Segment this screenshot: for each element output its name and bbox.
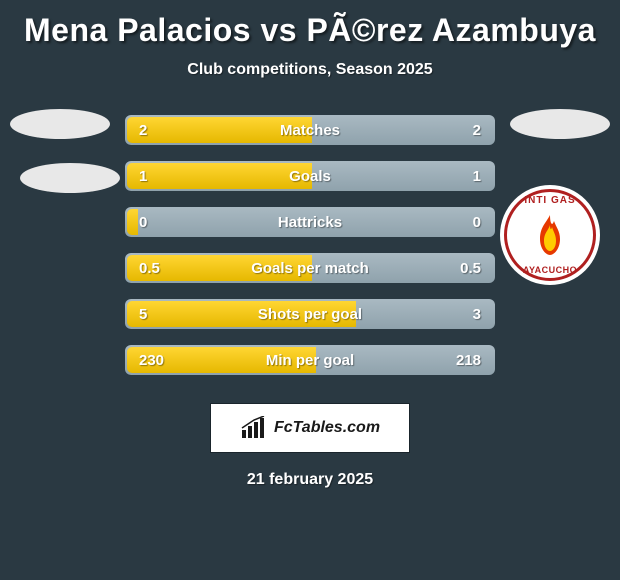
stats-container: 2Matches2 1Goals1 0Hattricks0 0.5Goals per … (125, 115, 495, 375)
stat-value-right: 2 (473, 122, 481, 139)
stat-value-right: 0.5 (460, 260, 481, 277)
stat-row: 5Shots per goal3 (125, 299, 495, 329)
stat-value-right: 1 (473, 168, 481, 185)
brand-text: FcTables.com (274, 419, 380, 437)
stat-row: 1Goals1 (125, 161, 495, 191)
content-area: INTI GAS AYACUCHO 2Matches2 1Goals1 0Hattr… (0, 115, 620, 375)
page-subtitle: Club competitions, Season 2025 (0, 61, 620, 79)
brand-box: FcTables.com (210, 403, 410, 453)
stat-label: Goals per match (125, 260, 495, 277)
page-title: Mena Palacios vs PÃ©rez Azambuya (0, 0, 620, 49)
right-team-badge-1 (510, 109, 610, 139)
left-team-badge-2 (20, 163, 120, 193)
stat-value-right: 218 (456, 352, 481, 369)
right-team-badge-2: INTI GAS AYACUCHO (500, 185, 600, 285)
badge-top-label: INTI GAS (524, 195, 575, 206)
stat-label: Matches (125, 122, 495, 139)
badge-bottom-label: AYACUCHO (523, 265, 577, 275)
stat-row: 2Matches2 (125, 115, 495, 145)
stat-value-right: 3 (473, 306, 481, 323)
stat-label: Min per goal (125, 352, 495, 369)
stat-label: Shots per goal (125, 306, 495, 323)
stat-label: Hattricks (125, 214, 495, 231)
stat-value-right: 0 (473, 214, 481, 231)
stat-row: 0Hattricks0 (125, 207, 495, 237)
brand-chart-icon (240, 416, 268, 440)
footer-date: 21 february 2025 (0, 471, 620, 489)
stat-row: 0.5Goals per match0.5 (125, 253, 495, 283)
stat-row: 230Min per goal218 (125, 345, 495, 375)
stat-label: Goals (125, 168, 495, 185)
left-team-badge-1 (10, 109, 110, 139)
